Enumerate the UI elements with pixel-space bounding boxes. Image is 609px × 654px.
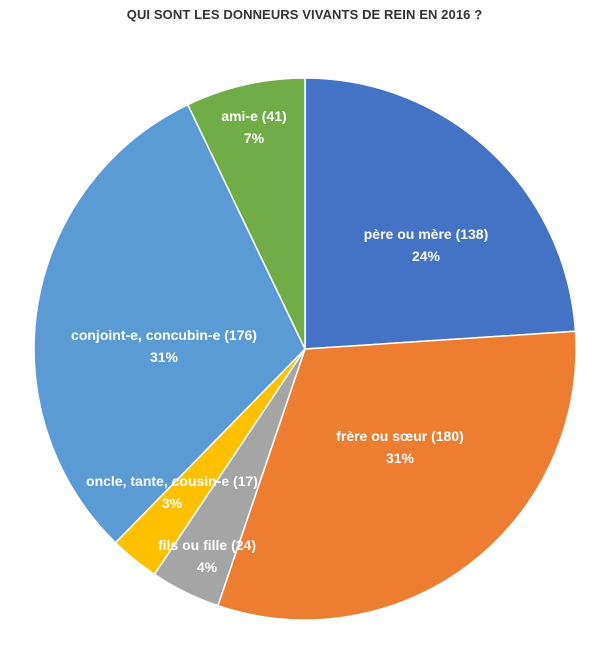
pie-labels: père ou mère (138) 24% frère ou sœur (180)… (71, 108, 488, 575)
slice-percent-label: 4% (197, 559, 218, 575)
slice-label: oncle, tante, cousin-e (17) (86, 473, 258, 489)
slice-percent-label: 3% (162, 495, 183, 511)
pie-slice-pere-ou-mere (304, 77, 577, 350)
slice-label: fils ou fille (24) (158, 537, 256, 553)
pie-slice-ami-e (187, 77, 306, 350)
slice-label: père ou mère (138) (364, 226, 489, 242)
slice-label: conjoint-e, concubin-e (176) (71, 327, 257, 343)
slice-label: frère ou sœur (180) (336, 428, 464, 444)
slice-percent-label: 31% (386, 450, 415, 466)
pie-slices (33, 77, 577, 621)
slice-label: ami-e (41) (221, 108, 286, 124)
chart-title: QUI SONT LES DONNEURS VIVANTS DE REIN EN… (126, 7, 483, 22)
slice-percent-label: 24% (412, 248, 441, 264)
pie-slice-frere-ou-soeur (217, 330, 577, 621)
slice-percent-label: 31% (150, 349, 179, 365)
slice-percent-label: 7% (244, 130, 265, 146)
pie-slice-conjoint-e-concubin-e (33, 103, 306, 544)
